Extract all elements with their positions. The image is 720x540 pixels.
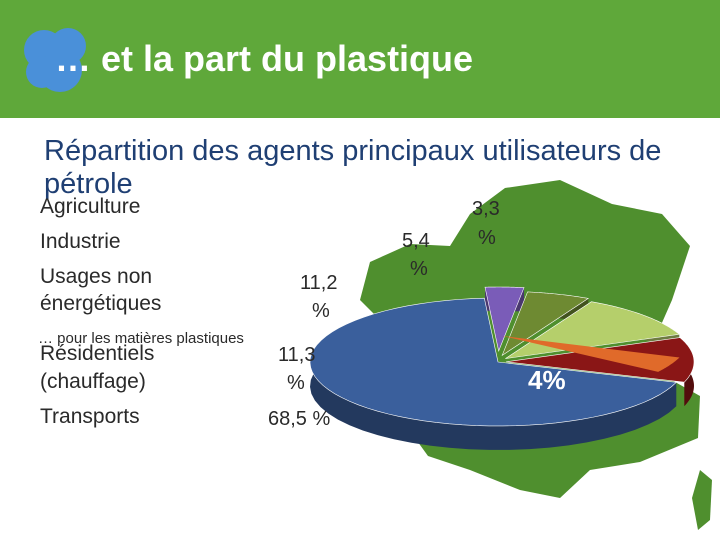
plastic-share-label: 4% bbox=[528, 365, 566, 395]
slice-residentiels bbox=[505, 337, 695, 383]
corsica-island-shape bbox=[692, 470, 712, 530]
cloud-logo-icon bbox=[24, 28, 86, 92]
value-transports: 68,5 % bbox=[268, 408, 331, 430]
pie-top-layer bbox=[309, 286, 695, 427]
value-residentiels-unit: % bbox=[287, 372, 305, 394]
label-transports: Transports bbox=[40, 405, 140, 428]
value-usages-unit: % bbox=[312, 300, 330, 322]
label-agriculture: Agriculture bbox=[40, 195, 141, 218]
value-industrie-unit: % bbox=[410, 258, 428, 280]
label-residentiels-line2: (chauffage) bbox=[40, 370, 146, 393]
annotation-plastiques: … pour les matières plastiques bbox=[38, 330, 244, 347]
value-industrie-num: 5,4 bbox=[402, 230, 430, 252]
value-residentiels-num: 11,3 bbox=[278, 344, 316, 366]
value-agriculture-num: 3,3 bbox=[472, 198, 500, 220]
label-usages-line1: Usages non bbox=[40, 265, 153, 288]
label-usages-line2: énergétiques bbox=[40, 292, 162, 315]
title-banner bbox=[0, 0, 720, 118]
slice-plastique-share bbox=[502, 336, 680, 372]
value-agriculture-unit: % bbox=[478, 227, 496, 249]
chart-title: Répartition des agents principaux utilis… bbox=[44, 135, 662, 200]
page-title: … et la part du plastique bbox=[55, 38, 474, 79]
slice-transports bbox=[309, 297, 677, 427]
label-residentiels-line1: Résidentiels bbox=[40, 342, 155, 365]
slice-agriculture bbox=[484, 286, 525, 353]
label-industrie: Industrie bbox=[40, 230, 121, 253]
value-usages-num: 11,2 bbox=[300, 272, 338, 294]
